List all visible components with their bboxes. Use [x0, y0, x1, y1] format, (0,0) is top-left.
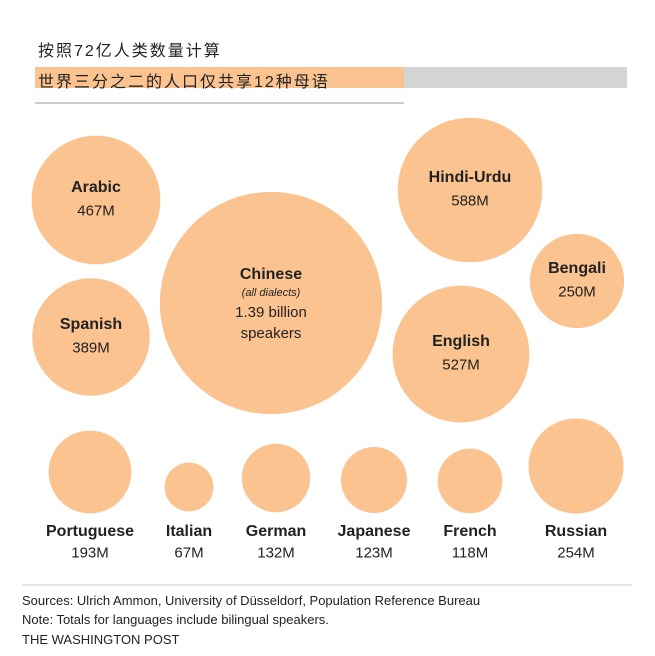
bubble	[397, 117, 543, 263]
chart-title: 按照72亿人类数量计算	[38, 43, 222, 60]
value-label: 254M	[557, 544, 595, 562]
subtitle-bar	[404, 67, 627, 88]
chart-subtitle: 世界三分之二的人口仅共享12种母语	[38, 74, 330, 91]
bubble	[48, 430, 132, 514]
bubble	[528, 418, 624, 514]
value-label: 588M	[451, 192, 489, 210]
subtitle-highlight	[35, 67, 404, 88]
category-label: German	[245, 523, 307, 540]
value-label: 527M	[442, 356, 480, 374]
value-label: 118M	[451, 544, 489, 562]
bubble	[340, 446, 408, 514]
value-label: 123M	[355, 544, 393, 562]
bubble	[241, 443, 311, 513]
bubble	[164, 462, 214, 512]
category-label: Chinese	[239, 266, 303, 283]
category-label: Bengali	[548, 260, 606, 277]
bubble	[159, 191, 383, 415]
source: Sources: Ulrich Ammon, University of Düs…	[22, 593, 481, 608]
bubble	[437, 448, 503, 514]
value-label: 132M	[257, 544, 295, 562]
value-label: 193M	[71, 544, 109, 562]
value-label: 467M	[77, 202, 115, 220]
value-label: 250M	[558, 283, 596, 301]
category-label: Italian	[165, 523, 213, 540]
bubble	[32, 278, 150, 396]
category-label: Portuguese	[45, 523, 135, 540]
category-label: Russian	[544, 523, 608, 540]
bubble	[392, 285, 530, 423]
note: Note: Totals for languages include bilin…	[22, 612, 329, 627]
category-label: English	[432, 333, 490, 350]
category-label: Hindi-Urdu	[428, 169, 512, 186]
category-label: Arabic	[71, 179, 121, 196]
value-label: 1.39 billion speakers	[235, 304, 307, 342]
value-label: 389M	[72, 339, 110, 357]
category-label: Spanish	[59, 316, 123, 333]
value-label: 67M	[174, 544, 204, 562]
category-label: French	[443, 523, 497, 540]
annotation: (all dialects)	[241, 287, 301, 299]
category-label: Japanese	[337, 523, 411, 540]
bubble	[529, 233, 625, 329]
bubble	[31, 135, 161, 265]
credit: THE WASHINGTON POST	[22, 632, 180, 647]
